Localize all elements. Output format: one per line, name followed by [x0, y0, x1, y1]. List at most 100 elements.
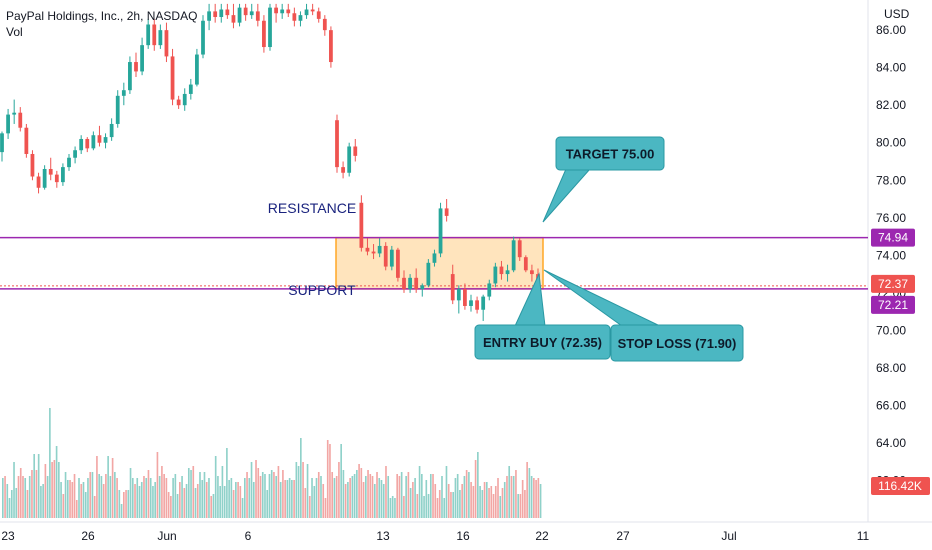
entry-callout: ENTRY BUY (72.35) [474, 272, 611, 360]
candle [231, 3, 236, 29]
candle-body [365, 247, 370, 252]
candle-body [475, 300, 479, 310]
candle [389, 245, 394, 271]
candle [18, 107, 23, 132]
candle-body [188, 84, 193, 94]
volume-bar [483, 482, 486, 518]
candle [262, 15, 266, 53]
candle [286, 3, 291, 18]
time-tick-label: 11 [857, 529, 870, 543]
volume-bar [461, 484, 463, 518]
candle [274, 3, 278, 23]
candle-body [237, 7, 242, 23]
volume-bar [405, 476, 407, 518]
volume-bar [436, 498, 439, 518]
volume-bar [131, 478, 134, 518]
volume-bar [432, 474, 434, 518]
volume-bar [257, 468, 260, 518]
volume-bar [456, 474, 459, 518]
candle [475, 296, 479, 314]
candle [304, 3, 309, 19]
volume-bar [270, 470, 273, 518]
volume-bar [230, 478, 233, 518]
volume-bar [387, 476, 390, 518]
candle-body [61, 167, 65, 183]
volume-indicator-label[interactable]: Vol [6, 25, 23, 39]
volume-bar [250, 462, 253, 518]
volume-bar [111, 458, 114, 518]
candle-body [517, 240, 522, 258]
candle [310, 3, 315, 16]
candle [134, 52, 138, 78]
volume-bar [31, 470, 33, 518]
volume-bar [304, 488, 307, 518]
candle-body [383, 245, 388, 267]
price-tick-label: 86.00 [876, 23, 906, 37]
volume-bar [279, 482, 282, 518]
volume-bar [508, 466, 511, 518]
volume-bar [122, 492, 125, 518]
volume-bar [362, 482, 365, 518]
candle-body [85, 138, 90, 149]
volume-bar [64, 472, 67, 518]
candle-body [152, 24, 157, 46]
volume-bar [512, 476, 515, 518]
candle-body [73, 150, 77, 158]
candle-body [292, 13, 297, 21]
volume-bar [174, 474, 177, 518]
volume-bar [118, 490, 121, 518]
volume-bar [385, 466, 387, 518]
volume-bar [161, 466, 163, 518]
volume-bar [223, 486, 226, 518]
time-tick-label: 13 [376, 529, 390, 543]
volume-bar [239, 486, 242, 518]
volume-bar [73, 474, 76, 518]
volume-bar [423, 496, 425, 518]
candle-body [341, 167, 345, 173]
candle-body [48, 168, 53, 175]
volume-bar [353, 474, 356, 518]
volume-bar [338, 462, 340, 518]
candle [152, 18, 157, 51]
volume-bar [181, 476, 183, 518]
volume-bar [190, 470, 192, 518]
volume-bar [96, 456, 98, 518]
volume-bar [75, 500, 78, 518]
candle [24, 123, 29, 158]
volume-bar [324, 498, 327, 518]
candle [48, 157, 53, 181]
candle-body [329, 30, 333, 63]
volume-bar [17, 476, 20, 518]
volume-bar [286, 480, 289, 518]
candle-body [377, 245, 382, 254]
volume-bar [454, 478, 457, 518]
volume-bar [515, 470, 517, 518]
last-price-badge-bg [871, 274, 915, 293]
volume-bar [42, 484, 44, 518]
volume-bar [114, 472, 116, 518]
time-tick-label: 16 [456, 529, 470, 543]
candle [42, 165, 47, 190]
volume-bar [306, 464, 309, 518]
candle [335, 114, 339, 173]
support-label: SUPPORT [288, 282, 356, 298]
candle [347, 142, 352, 177]
volume-bar [66, 480, 69, 518]
volume-bar [80, 484, 83, 518]
volume-bar [102, 484, 105, 518]
candle-body [134, 62, 138, 72]
volume-bar [205, 482, 208, 518]
price-tick-label: 64.00 [876, 436, 906, 450]
volume-bar [528, 468, 531, 518]
volume-bar [313, 486, 316, 518]
candle-body [213, 11, 218, 18]
candle [402, 270, 406, 293]
candle [322, 15, 327, 36]
volume-bar [107, 456, 109, 518]
candle-body [91, 135, 96, 149]
symbol-title[interactable]: PayPal Holdings, Inc., 2h, NASDAQ [6, 9, 198, 23]
candle [195, 48, 199, 87]
candle-body [243, 7, 248, 16]
candle-body [310, 9, 315, 12]
